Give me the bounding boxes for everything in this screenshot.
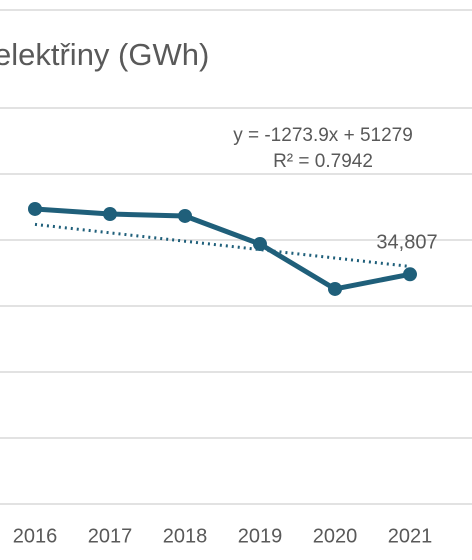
point bbox=[28, 201, 42, 216]
trend-r-squared: R² = 0.7942 bbox=[273, 151, 373, 172]
x-tick-label: 2017 bbox=[88, 525, 133, 547]
point bbox=[103, 206, 117, 221]
line bbox=[34, 206, 411, 292]
point bbox=[178, 208, 192, 223]
x-tick-label: 2019 bbox=[238, 525, 283, 547]
x-tick-label: 2020 bbox=[313, 525, 358, 547]
x-tick-label: 2021 bbox=[388, 525, 433, 547]
trend-equation: y = -1273.9x + 51279 bbox=[233, 125, 413, 146]
point bbox=[403, 267, 417, 282]
x-tick-label: 2016 bbox=[13, 525, 58, 547]
data-label: 34,807 bbox=[376, 232, 437, 254]
x-tick-label: 2018 bbox=[163, 525, 208, 547]
point bbox=[328, 281, 342, 296]
point bbox=[253, 237, 267, 252]
chart-title: elektřiny (GWh) bbox=[0, 37, 209, 72]
